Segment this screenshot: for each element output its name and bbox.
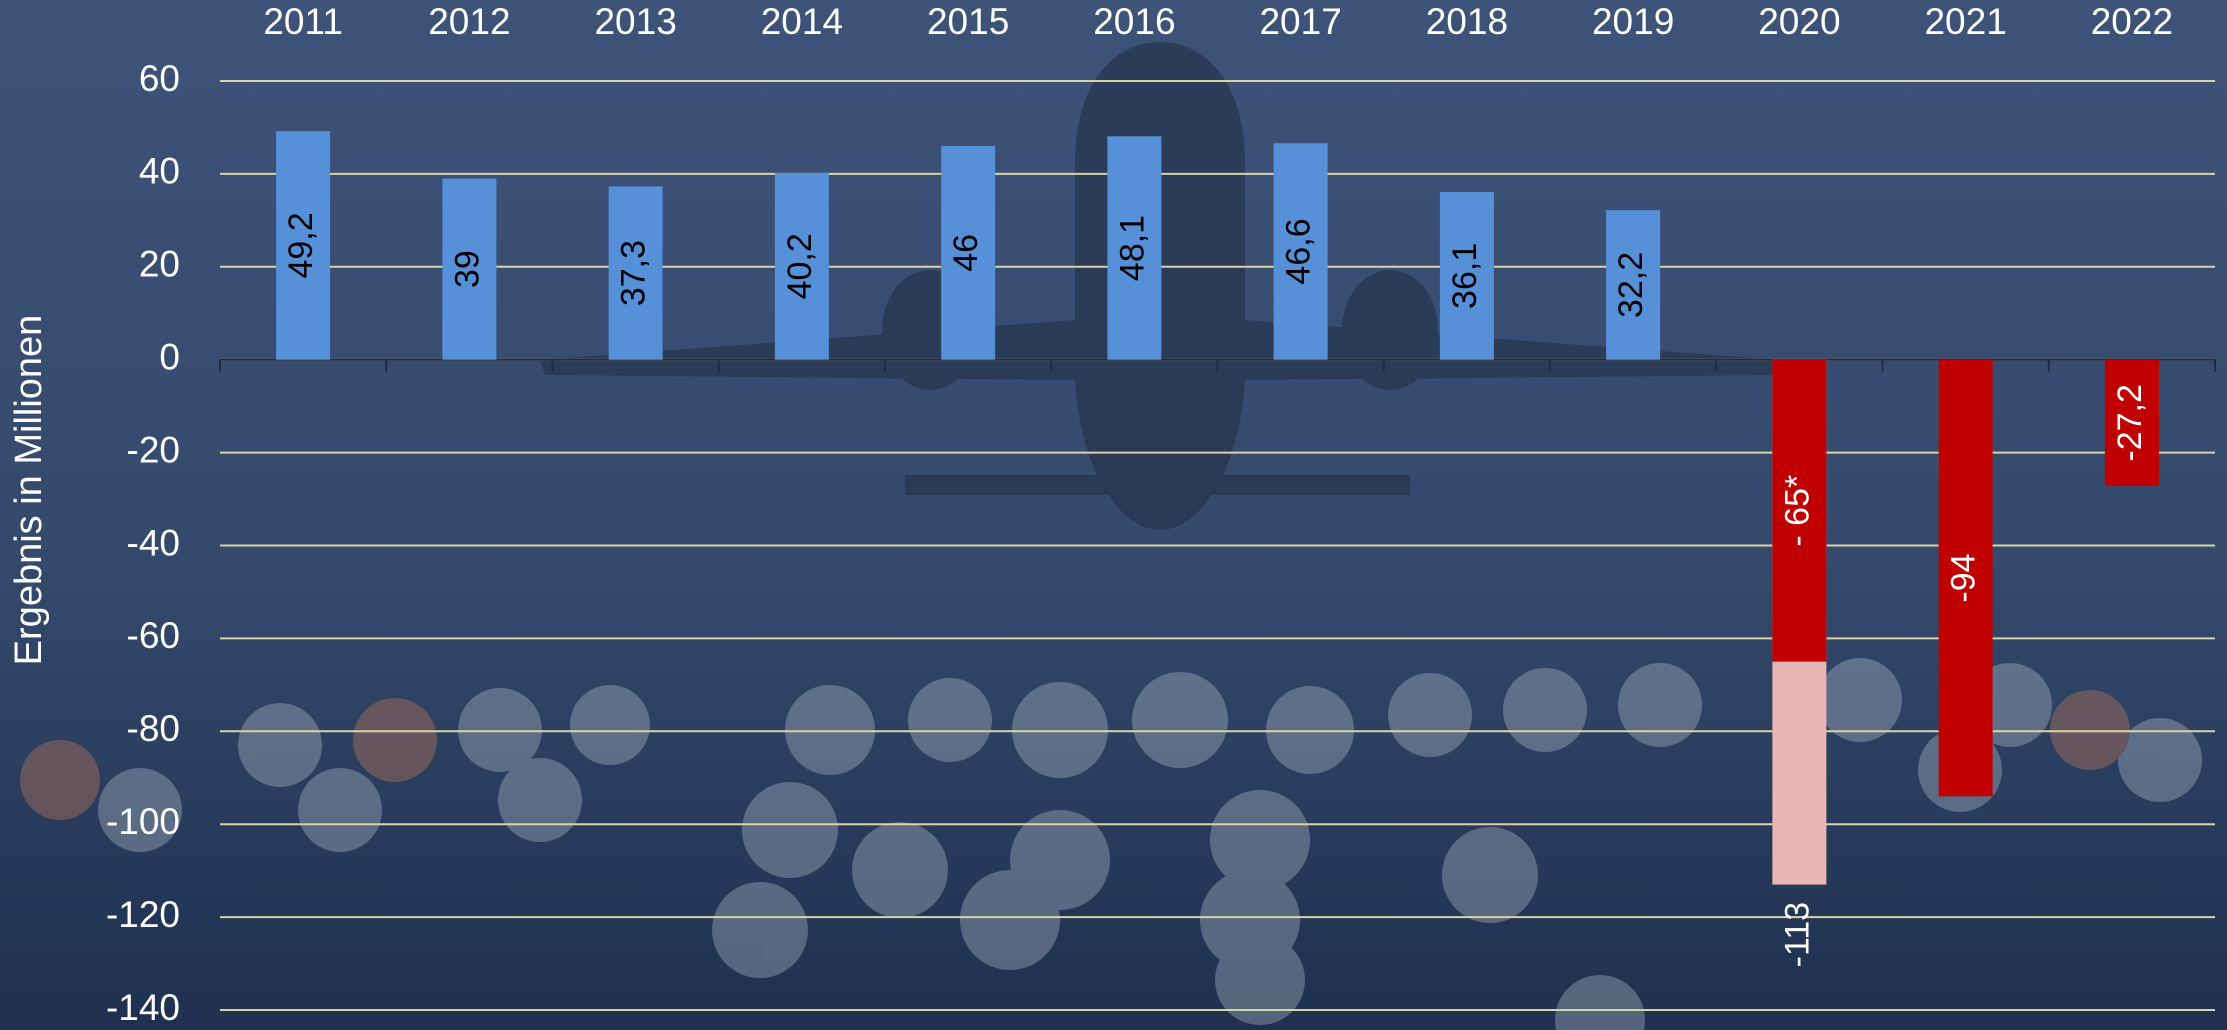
value-label: 39 [448,250,486,288]
x-tick-label: 2011 [263,1,343,42]
bar [774,172,829,360]
value-label: - 65* [1778,475,1816,547]
y-tick-label: 20 [139,244,180,285]
bokeh [20,658,2202,1030]
bar [1938,359,1993,797]
y-tick-label: -80 [127,708,180,749]
bar [276,131,331,360]
value-label: 40,2 [781,233,819,299]
y-tick-label: -120 [106,894,180,935]
bar [2104,359,2159,487]
bar [1772,359,1827,662]
x-tick-label: 2012 [428,1,510,42]
y-tick-label: -140 [106,987,180,1028]
x-tick-label: 2013 [594,1,676,42]
x-tick-label: 2019 [1592,1,1674,42]
x-tick-label: 2016 [1093,1,1175,42]
bar [1439,192,1494,360]
value-label: 46,6 [1280,218,1318,284]
value-label: 32,2 [1612,252,1650,318]
x-tick-label: 2021 [1924,1,2006,42]
bar [1107,136,1162,360]
y-axis-title: Ergebnis in Millionen [8,315,50,666]
x-tick-label: 2014 [761,1,843,42]
bar [941,146,996,360]
value-label: 48,1 [1113,215,1151,281]
bar [442,178,497,360]
y-tick-label: 40 [139,151,180,192]
x-tick-label: 2015 [927,1,1009,42]
x-tick-label: 2018 [1426,1,1508,42]
value-label: -113 [1778,902,1816,968]
bar [1606,210,1661,360]
x-tick-label: 2022 [2091,1,2173,42]
y-tick-label: -40 [127,522,180,563]
y-tick-label: 0 [159,336,180,377]
y-tick-label: -20 [127,429,180,470]
value-label: -94 [1945,553,1983,602]
y-tick-label: -60 [127,615,180,656]
y-tick-label: 60 [139,58,180,99]
bar [608,186,663,360]
value-label: 49,2 [282,212,320,278]
value-label: 37,3 [615,240,653,306]
value-label: 36,1 [1446,243,1484,309]
x-tick-label: 2020 [1758,1,1840,42]
bar [1273,143,1328,360]
value-label: 46 [947,234,985,272]
x-tick-label: 2017 [1259,1,1341,42]
y-tick-label: -100 [106,801,180,842]
value-label: -27,2 [2111,384,2149,462]
